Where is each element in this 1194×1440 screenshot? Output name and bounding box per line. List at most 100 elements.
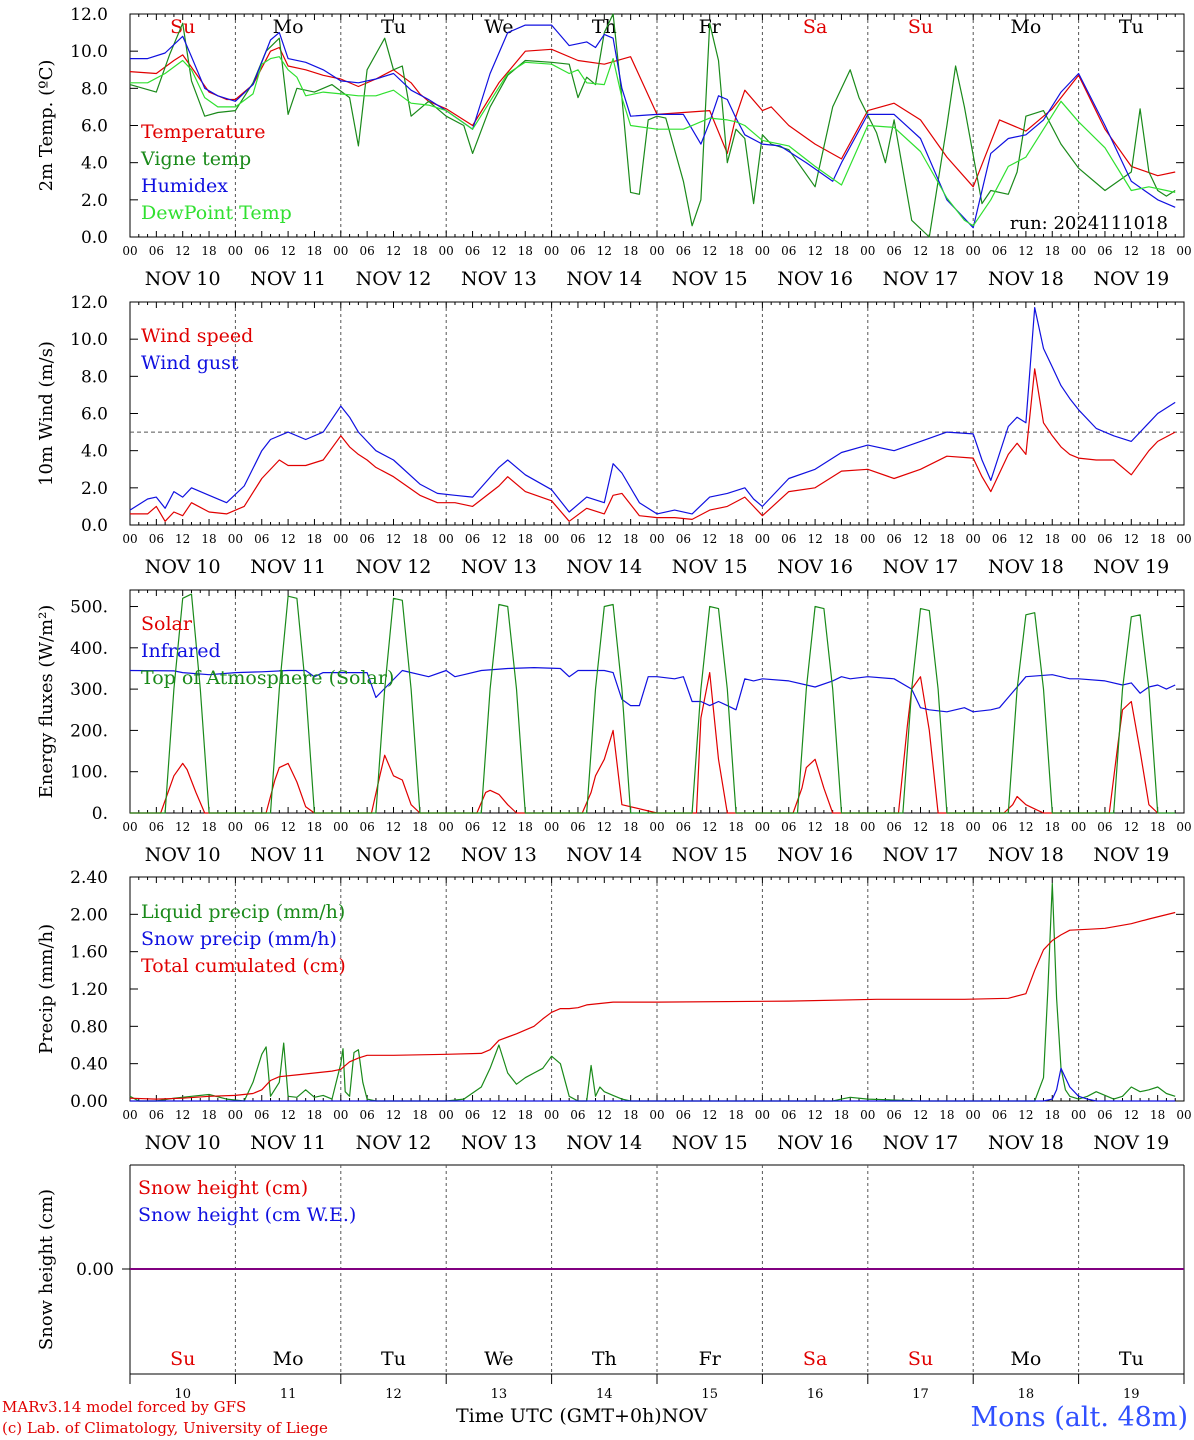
day-label: NOV 19	[1093, 844, 1169, 866]
weekday-label: Su	[908, 16, 933, 38]
weekday-label: Mo	[273, 1348, 304, 1370]
hour-tick-label: 18	[307, 532, 322, 546]
hour-tick-label: 12	[491, 1108, 506, 1122]
hour-tick-label: 00	[122, 1108, 137, 1122]
day-label: NOV 10	[145, 844, 221, 866]
legend-dewpoint-temp: DewPoint Temp	[141, 202, 292, 224]
day-label: NOV 17	[883, 844, 959, 866]
hour-tick-label: 18	[939, 820, 954, 834]
hour-tick-label: 12	[280, 820, 295, 834]
model-credit: MARv3.14 model forced by GFS	[2, 1398, 247, 1416]
hour-tick-label: 06	[254, 532, 269, 546]
hour-tick-label: 06	[360, 244, 375, 258]
day-label: NOV 13	[461, 844, 537, 866]
y-tick-label: 2.0	[81, 479, 108, 499]
day-label: NOV 10	[145, 1132, 221, 1154]
day-number-label: 11	[280, 1387, 297, 1400]
hour-tick-label: 12	[175, 820, 190, 834]
y-tick-label: 0.40	[70, 1055, 108, 1075]
hour-tick-label: 06	[360, 532, 375, 546]
hour-tick-label: 06	[676, 1108, 691, 1122]
y-tick-label: 12.0	[70, 5, 108, 25]
hour-tick-label: 00	[649, 244, 664, 258]
hour-tick-label: 06	[360, 1108, 375, 1122]
hour-tick-label: 18	[728, 1108, 743, 1122]
hour-tick-label: 06	[465, 532, 480, 546]
hour-tick-label: 06	[254, 1108, 269, 1122]
hour-tick-label: 12	[913, 244, 928, 258]
hour-tick-label: 00	[439, 820, 454, 834]
hour-tick-label: 12	[807, 532, 822, 546]
y-tick-label: 0.0	[81, 228, 108, 248]
panel-2m-temp-c: 00 06 12 18 00 06 12 18 00 06 12 18 00 06 12 18 00 06 12 18…	[36, 5, 1192, 290]
hour-tick-label: 18	[623, 1108, 638, 1122]
hour-tick-label: 00	[966, 1108, 981, 1122]
hour-tick-label: 12	[386, 244, 401, 258]
location-label: Mons (alt. 48m)	[970, 1402, 1188, 1433]
hour-tick-label: 18	[412, 1108, 427, 1122]
hour-tick-label: 00	[755, 1108, 770, 1122]
hour-tick-label: 18	[307, 1108, 322, 1122]
day-label: NOV 19	[1093, 1132, 1169, 1154]
day-label: NOV 15	[672, 268, 748, 290]
panel-snow-height-cm: Snow height (cm) 0.00 Su 10 Mo 11 Tu 12 We 13 Th 14…	[36, 1164, 1185, 1400]
day-label: NOV 17	[883, 556, 959, 578]
meteogram: 00 06 12 18 00 06 12 18 00 06 12 18 00 06 12 18 00 06 12 18…	[36, 5, 1192, 1400]
hour-tick-label: 18	[939, 244, 954, 258]
weekday-label: Sa	[803, 16, 827, 38]
day-label: NOV 18	[988, 844, 1064, 866]
hour-tick-label: 18	[1045, 244, 1060, 258]
hour-tick-label: 18	[728, 244, 743, 258]
hour-tick-label: 06	[676, 820, 691, 834]
hour-tick-label: 00	[544, 532, 559, 546]
day-number-label: 19	[1123, 1387, 1140, 1400]
hour-tick-label: 18	[623, 820, 638, 834]
hour-tick-label: 18	[201, 820, 216, 834]
day-number-label: 16	[807, 1387, 824, 1400]
hour-tick-label: 12	[807, 244, 822, 258]
hour-tick-label: 12	[280, 244, 295, 258]
hour-tick-label: 18	[1045, 1108, 1060, 1122]
legend-snow-height-cm-w-e: Snow height (cm W.E.)	[138, 1204, 356, 1226]
hour-tick-label: 18	[623, 244, 638, 258]
weekday-label: We	[484, 16, 513, 38]
y-tick-label: 8.0	[81, 367, 108, 387]
hour-tick-label: 12	[702, 820, 717, 834]
hour-tick-label: 06	[465, 244, 480, 258]
hour-tick-label: 06	[570, 1108, 585, 1122]
hour-tick-label: 06	[570, 820, 585, 834]
hour-tick-label: 12	[1124, 532, 1139, 546]
hour-tick-label: 12	[280, 532, 295, 546]
hour-tick-label: 00	[860, 244, 875, 258]
day-label: NOV 13	[461, 1132, 537, 1154]
hour-tick-label: 00	[333, 532, 348, 546]
hour-tick-label: 12	[702, 532, 717, 546]
hour-tick-label: 12	[1018, 532, 1033, 546]
weekday-label: Mo	[1010, 16, 1041, 38]
weekday-label: Su	[170, 1348, 195, 1370]
y-tick-label: 12.0	[70, 293, 108, 313]
hour-tick-label: 00	[1176, 532, 1191, 546]
legend-top-of-atmosphere-solar: Top of Atmosphere (Solar)	[141, 667, 394, 689]
hour-tick-label: 06	[781, 532, 796, 546]
y-tick-label: 10.0	[70, 42, 108, 62]
y-tick-label: 4.0	[81, 442, 108, 462]
hour-tick-label: 12	[702, 244, 717, 258]
plot-frame	[129, 301, 1185, 526]
day-label: NOV 16	[777, 1132, 853, 1154]
hour-tick-label: 00	[1071, 1108, 1086, 1122]
day-label: NOV 12	[356, 556, 432, 578]
hour-tick-label: 12	[702, 1108, 717, 1122]
hour-tick-label: 18	[728, 532, 743, 546]
panel-energy-fluxes-w-m: 00 06 12 18 00 06 12 18 00 06 12 18 00 06 12 18 00 06 12 18…	[36, 589, 1192, 866]
weekday-label: Mo	[273, 16, 304, 38]
y-axis-title: Energy fluxes (W/m²)	[36, 605, 57, 799]
y-tick-label: 0.00	[70, 1092, 108, 1112]
day-number-label: 17	[912, 1387, 929, 1400]
day-label: NOV 12	[356, 844, 432, 866]
panel-10m-wind-m-s: 00 06 12 18 00 06 12 18 00 06 12 18 00 06 12 18 00 06 12 18…	[36, 293, 1192, 578]
hour-tick-label: 12	[491, 244, 506, 258]
day-label: NOV 14	[566, 556, 642, 578]
legend-humidex: Humidex	[141, 175, 228, 197]
y-tick-label: 1.60	[70, 943, 108, 963]
